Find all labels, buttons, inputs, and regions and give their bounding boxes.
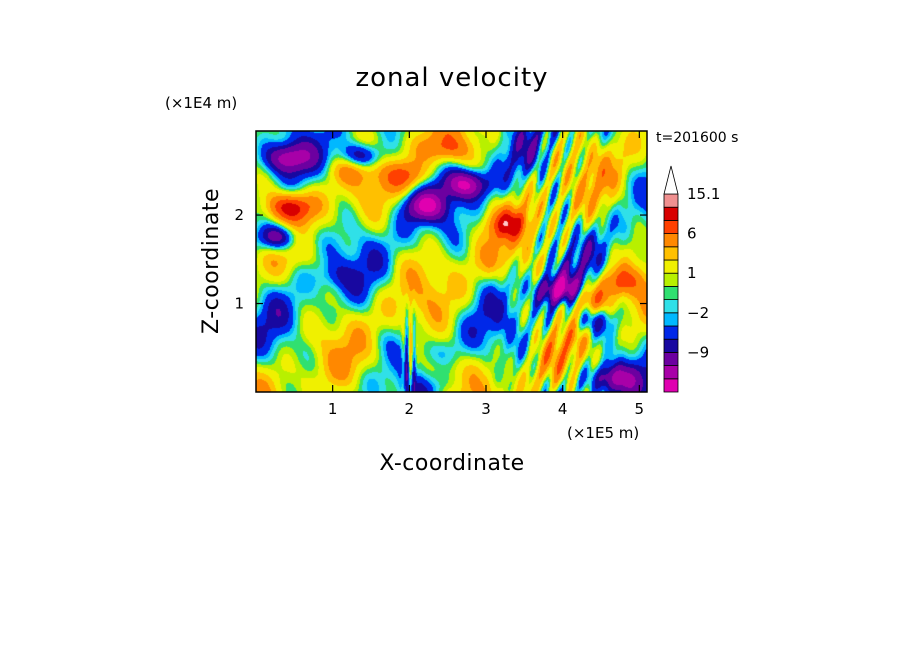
colorbar-label-−9: −9: [687, 343, 709, 361]
y-unit-label: (×1E4 m): [165, 94, 237, 112]
colorbar-bin-6: [663, 299, 679, 314]
colorbar-bin-8: [663, 272, 679, 287]
colorbar-bin-5: [663, 312, 679, 327]
colorbar-bin-0: [663, 378, 679, 393]
x-tick-label-5: 5: [635, 400, 645, 418]
colorbar-bin-9: [663, 259, 679, 274]
x-axis-ticks: 1 2 3 4 5: [328, 131, 644, 418]
colorbar-bin-1: [663, 365, 679, 380]
colorbar-bin-10: [663, 246, 679, 261]
colorbar-bin-3: [663, 338, 679, 353]
y-axis-ticks: 12: [234, 206, 647, 313]
time-label: t=201600 s: [656, 130, 738, 146]
colorbar-label-6: 6: [687, 225, 697, 243]
y-axis-label: Z-coordinate: [199, 188, 224, 334]
x-axis-label: X-coordinate: [379, 451, 524, 476]
colorbar: 15.1 6 1 −2 −9: [663, 165, 720, 393]
x-tick-label-4: 4: [558, 400, 568, 418]
y-tick-label-1: 1: [234, 295, 244, 313]
colorbar-bin-11: [663, 233, 679, 248]
x-tick-label-3: 3: [481, 400, 491, 418]
colorbar-extend-triangle: [663, 165, 679, 195]
colorbar-bin-12: [663, 219, 679, 234]
colorbar-bin-7: [663, 285, 679, 300]
x-tick-label-1: 1: [328, 400, 338, 418]
x-unit-label: (×1E5 m): [567, 424, 639, 442]
x-tick-label-2: 2: [405, 400, 415, 418]
contour-field: [255, 130, 648, 393]
colorbar-label-−2: −2: [687, 304, 709, 322]
colorbar-label-1: 1: [687, 264, 697, 282]
colorbar-bin-2: [663, 351, 679, 366]
colorbar-bin-14: [663, 193, 679, 208]
y-tick-label-2: 2: [234, 206, 244, 224]
plot-frame: [255, 130, 648, 393]
colorbar-bin-13: [663, 206, 679, 221]
colorbar-bin-4: [663, 325, 679, 340]
colorbar-label-15.1: 15.1: [687, 185, 720, 203]
velocity-field-image: [256, 131, 647, 392]
chart-title: zonal velocity: [355, 63, 548, 93]
